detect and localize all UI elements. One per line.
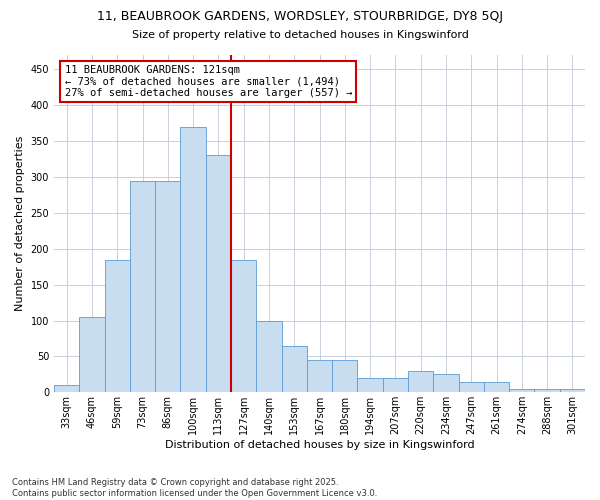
Bar <box>104 260 130 392</box>
Bar <box>307 360 332 392</box>
X-axis label: Distribution of detached houses by size in Kingswinford: Distribution of detached houses by size … <box>165 440 475 450</box>
Bar <box>256 320 281 392</box>
Bar <box>281 346 307 393</box>
Bar <box>484 382 509 392</box>
Bar <box>433 374 458 392</box>
Bar <box>408 371 433 392</box>
Y-axis label: Number of detached properties: Number of detached properties <box>15 136 25 312</box>
Bar <box>332 360 358 392</box>
Bar <box>358 378 383 392</box>
Bar <box>130 180 155 392</box>
Bar <box>181 127 206 392</box>
Bar <box>79 317 104 392</box>
Bar <box>54 385 79 392</box>
Bar <box>155 180 181 392</box>
Bar <box>509 388 535 392</box>
Text: Size of property relative to detached houses in Kingswinford: Size of property relative to detached ho… <box>131 30 469 40</box>
Text: 11, BEAUBROOK GARDENS, WORDSLEY, STOURBRIDGE, DY8 5QJ: 11, BEAUBROOK GARDENS, WORDSLEY, STOURBR… <box>97 10 503 23</box>
Bar <box>231 260 256 392</box>
Bar <box>458 382 484 392</box>
Text: 11 BEAUBROOK GARDENS: 121sqm
← 73% of detached houses are smaller (1,494)
27% of: 11 BEAUBROOK GARDENS: 121sqm ← 73% of de… <box>65 65 352 98</box>
Bar <box>560 388 585 392</box>
Bar <box>206 156 231 392</box>
Bar <box>383 378 408 392</box>
Bar <box>535 388 560 392</box>
Text: Contains HM Land Registry data © Crown copyright and database right 2025.
Contai: Contains HM Land Registry data © Crown c… <box>12 478 377 498</box>
